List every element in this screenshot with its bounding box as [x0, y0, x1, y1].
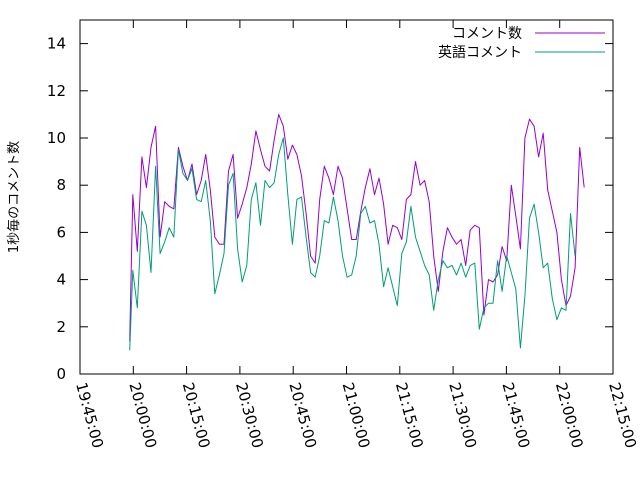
x-tick-label: 21:15:00	[392, 380, 427, 450]
x-tick-label: 20:45:00	[285, 380, 320, 450]
y-axis-title: 1秒毎のコメント数	[6, 141, 22, 253]
x-tick-label: 21:00:00	[339, 380, 374, 450]
series-line-1	[129, 113, 585, 342]
y-tick-label: 4	[56, 271, 66, 289]
x-tick-label: 22:00:00	[552, 380, 587, 450]
x-tick-label: 21:45:00	[499, 380, 534, 450]
x-tick-label: 20:00:00	[125, 380, 160, 450]
x-tick-label: 21:30:00	[445, 380, 480, 450]
x-tick-label: 20:15:00	[179, 380, 214, 450]
legend-label: 英語コメント	[438, 44, 522, 61]
y-tick-label: 10	[47, 129, 66, 147]
y-tick-label: 0	[56, 365, 66, 383]
series-layer	[129, 113, 585, 351]
x-tick-label: 20:30:00	[232, 380, 267, 450]
series-line-2	[129, 137, 576, 351]
y-tick-label: 14	[47, 35, 66, 53]
y-tick-label: 2	[56, 318, 66, 336]
y-tick-label: 8	[56, 176, 66, 194]
y-tick-label: 6	[56, 223, 66, 241]
legend-label: コメント数	[452, 26, 522, 42]
plot-area-frame	[79, 19, 614, 375]
x-axis: 19:45:00 20:00:00 20:15:00 20:30:00 20:45:00…	[72, 20, 640, 450]
y-axis: 0 2 4 6 8 10 12 14	[47, 35, 613, 383]
x-tick-label: 22:15:00	[605, 380, 640, 450]
x-tick-label: 19:45:00	[72, 380, 107, 450]
y-tick-label: 12	[47, 82, 66, 100]
